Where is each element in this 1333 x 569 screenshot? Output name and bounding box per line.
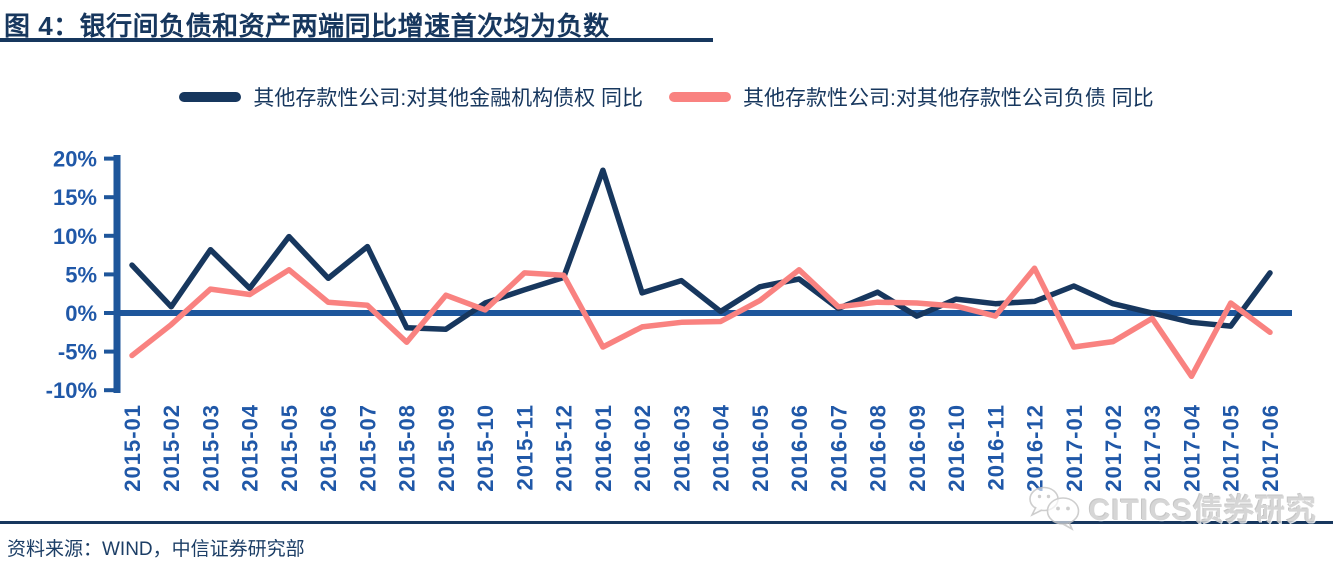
x-tick-label: 2015-09 bbox=[434, 404, 459, 492]
x-tick-label: 2016-05 bbox=[748, 404, 773, 492]
chart-legend: 其他存款性公司:对其他金融机构债权 同比 其他存款性公司:对其他存款性公司负债 … bbox=[0, 82, 1333, 112]
y-tick-label: 10% bbox=[53, 224, 97, 249]
footer-divider bbox=[0, 521, 1333, 524]
x-tick-label: 2016-12 bbox=[1023, 404, 1048, 492]
legend-label-liabilities: 其他存款性公司:对其他存款性公司负债 同比 bbox=[743, 87, 1154, 110]
x-tick-label: 2015-05 bbox=[277, 404, 302, 492]
wechat-icon bbox=[1028, 486, 1079, 531]
x-tick-label: 2017-01 bbox=[1062, 404, 1087, 492]
x-tick-label: 2016-01 bbox=[591, 404, 616, 492]
x-tick-label: 2016-10 bbox=[944, 404, 969, 492]
y-tick-label: 0% bbox=[65, 301, 97, 326]
x-tick-label: 2017-04 bbox=[1179, 404, 1204, 492]
x-tick-label: 2016-07 bbox=[826, 404, 851, 492]
x-tick-label: 2016-03 bbox=[669, 404, 694, 492]
x-tick-label: 2015-11 bbox=[512, 404, 537, 491]
x-tick-label: 2015-08 bbox=[395, 404, 420, 492]
watermark-text: CITICS债券研究 bbox=[1088, 494, 1317, 527]
line-chart: 20% 15% 10% 5% 0% -5% -10% 2015-01 2015-02 2015-0… bbox=[46, 147, 1292, 492]
x-tick-label: 2016-02 bbox=[630, 404, 655, 492]
legend-swatch-pink bbox=[669, 92, 731, 102]
x-tick-label: 2015-07 bbox=[355, 404, 380, 492]
x-tick-label: 2015-04 bbox=[238, 404, 263, 492]
x-tick-label: 2016-06 bbox=[787, 404, 812, 492]
y-tick-label: 5% bbox=[65, 262, 97, 287]
legend-item-claims-on-financial-institutions: 其他存款性公司:对其他金融机构债权 同比 bbox=[179, 82, 643, 112]
legend-swatch-navy bbox=[179, 92, 242, 102]
x-tick-label: 2017-02 bbox=[1101, 404, 1126, 492]
series-line-1 bbox=[129, 265, 1273, 380]
x-tick-label: 2015-06 bbox=[316, 404, 341, 492]
x-tick-label: 2017-06 bbox=[1258, 404, 1283, 492]
y-tick-label: 15% bbox=[53, 185, 97, 210]
x-tick-label: 2017-03 bbox=[1140, 404, 1165, 492]
y-tick-label: 20% bbox=[53, 147, 97, 172]
x-tick-label: 2015-01 bbox=[120, 404, 145, 492]
x-tick-label: 2017-05 bbox=[1219, 404, 1244, 492]
y-tick-label: -5% bbox=[58, 340, 97, 365]
y-tick-label: -10% bbox=[46, 378, 97, 403]
x-tick-label: 2015-03 bbox=[198, 404, 223, 492]
x-tick-label: 2015-10 bbox=[473, 404, 498, 492]
source-note: 资料来源：WIND，中信证券研究部 bbox=[7, 539, 305, 560]
x-tick-label: 2016-04 bbox=[709, 404, 734, 492]
x-tick-label: 2015-02 bbox=[159, 404, 184, 492]
series-line-0 bbox=[129, 167, 1273, 332]
legend-item-liabilities-to-depository-corps: 其他存款性公司:对其他存款性公司负债 同比 bbox=[669, 82, 1154, 112]
x-tick-label: 2015-12 bbox=[552, 404, 577, 492]
title-underline bbox=[0, 38, 713, 42]
x-tick-label: 2016-09 bbox=[905, 404, 930, 492]
watermark: CITICS债券研究 bbox=[1027, 483, 1317, 531]
legend-label-claims: 其他存款性公司:对其他金融机构债权 同比 bbox=[253, 87, 643, 110]
figure-title: 图 4：银行间负债和资产两端同比增速首次均为负数 bbox=[4, 11, 610, 41]
x-tick-label: 2016-08 bbox=[866, 404, 891, 492]
x-tick-label: 2016-11 bbox=[983, 404, 1008, 491]
